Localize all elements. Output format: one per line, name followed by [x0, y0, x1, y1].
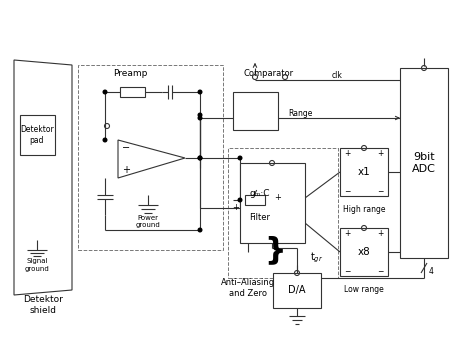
Text: x1: x1 — [358, 167, 370, 177]
Bar — [340, 148, 388, 196]
Text: +: + — [274, 193, 281, 202]
Text: x8: x8 — [358, 247, 370, 257]
Text: +: + — [378, 230, 384, 239]
Bar — [273, 273, 321, 308]
Text: −: − — [122, 143, 130, 153]
Circle shape — [238, 156, 242, 160]
Text: Detektor
shield: Detektor shield — [23, 295, 63, 315]
Text: clk: clk — [332, 71, 342, 79]
Bar — [20, 115, 55, 155]
Text: 4: 4 — [429, 267, 434, 276]
Circle shape — [198, 116, 202, 120]
Text: +: + — [233, 203, 239, 213]
Circle shape — [103, 138, 107, 142]
Bar — [240, 163, 305, 243]
Text: Power
ground: Power ground — [135, 216, 160, 228]
Circle shape — [198, 228, 202, 232]
Text: t$_{gr}$: t$_{gr}$ — [310, 251, 324, 265]
Text: Preamp: Preamp — [113, 69, 148, 77]
Polygon shape — [118, 140, 185, 178]
Text: Anti–Aliasing
and Zero: Anti–Aliasing and Zero — [221, 278, 275, 298]
Text: −: − — [344, 188, 351, 196]
Bar — [340, 228, 388, 276]
Text: −: − — [344, 267, 351, 276]
Text: +: + — [122, 165, 130, 175]
Text: Range: Range — [288, 108, 312, 118]
Text: gₘ·C: gₘ·C — [250, 189, 270, 197]
Text: Filter: Filter — [249, 214, 270, 222]
Bar — [78, 65, 223, 250]
Text: +: + — [344, 230, 351, 239]
Text: +: + — [344, 149, 351, 159]
Circle shape — [238, 198, 242, 202]
Text: Signal
ground: Signal ground — [25, 259, 50, 271]
Text: }: } — [264, 236, 286, 265]
Circle shape — [198, 113, 202, 117]
Text: Comparator: Comparator — [243, 69, 293, 77]
Bar — [228, 148, 338, 278]
Text: Detektor
pad: Detektor pad — [20, 125, 54, 145]
Circle shape — [198, 156, 202, 160]
Bar — [400, 68, 448, 258]
Text: D/A: D/A — [288, 285, 306, 295]
Circle shape — [198, 156, 202, 160]
Text: −: − — [378, 188, 384, 196]
Text: +: + — [378, 149, 384, 159]
Circle shape — [198, 90, 202, 94]
Circle shape — [103, 90, 107, 94]
Bar — [233, 92, 278, 130]
Bar — [120, 87, 145, 97]
Text: Low range: Low range — [344, 286, 384, 294]
Text: −: − — [378, 267, 384, 276]
Bar — [245, 195, 265, 205]
Text: 9bit
ADC: 9bit ADC — [412, 152, 436, 174]
Text: High range: High range — [343, 206, 385, 215]
